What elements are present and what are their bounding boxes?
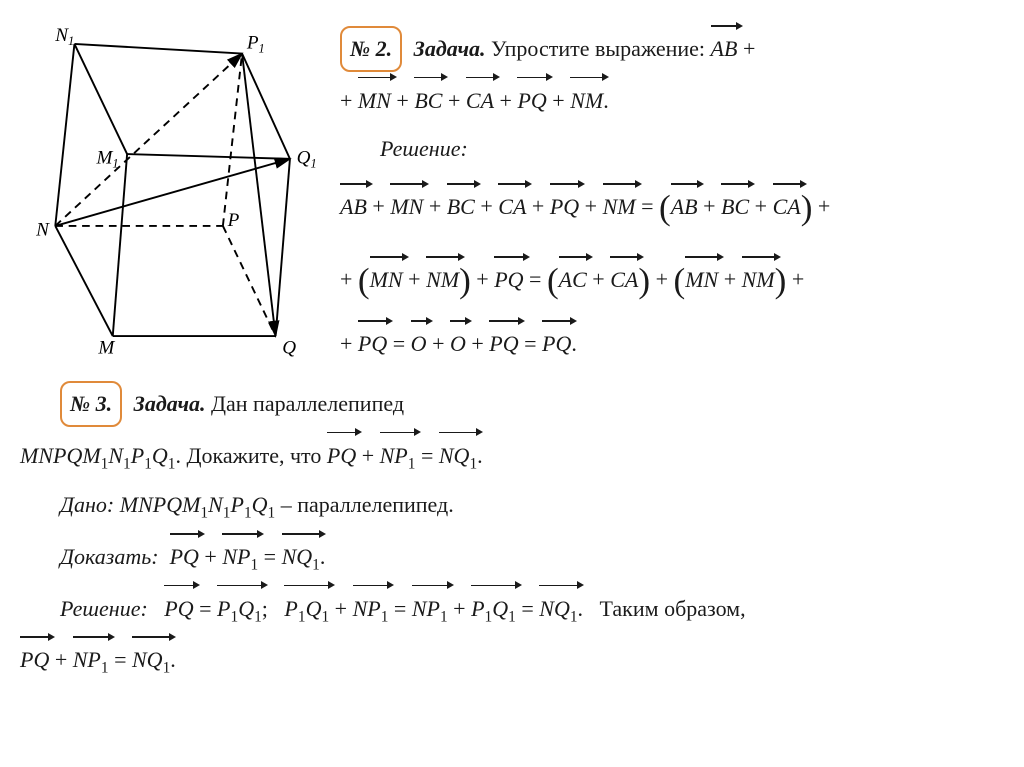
problem-3-label: № 3. [60, 381, 122, 427]
problem-3-body: MNPQM1N1P1Q1. Докажите, что PQ + NP1 = N… [20, 433, 1004, 479]
svg-text:Q: Q [282, 337, 296, 358]
problem-2-text: № 2. Задача. Упростите выражение: AB + +… [330, 20, 1004, 371]
svg-text:P1: P1 [246, 33, 265, 56]
problem-3-solution: Решение: PQ = P1Q1; P1Q1 + NP1 = NP1 + P… [60, 586, 1004, 632]
svg-text:M: M [97, 337, 115, 358]
problem-2-step-2: + (MN + NM) + PQ = (AC + CA) + (MN + NM)… [340, 248, 1004, 315]
problem-3-title: Задача. [134, 391, 206, 416]
problem-3-prompt: Дан параллелепипед [211, 391, 404, 416]
problem-2-prompt-pre: Упростите выражение: [491, 36, 711, 61]
problem-2-step-1: AB + MN + BC + CA + PQ + NM = (AB + BC +… [340, 175, 1004, 242]
parallelepiped-diagram: N1 P1 M1 Q1 N P M Q [20, 20, 330, 360]
svg-text:Q1: Q1 [297, 148, 317, 171]
svg-text:N1: N1 [54, 25, 74, 48]
page-content: N1 P1 M1 Q1 N P M Q № 2. Задача. Упрости… [20, 20, 1004, 683]
svg-text:N: N [35, 219, 50, 240]
problem-3-tail: Таким образом, [600, 596, 746, 621]
problem-3-conclusion: PQ + NP1 = NQ1. [20, 637, 1004, 683]
problem-2-block: N1 P1 M1 Q1 N P M Q № 2. Задача. Упрости… [20, 20, 1004, 371]
svg-text:M1: M1 [95, 148, 118, 171]
prove-label: Доказать: [60, 544, 159, 569]
given-label: Дано: [60, 492, 114, 517]
problem-3-given: Дано: MNPQM1N1P1Q1 – параллелепипед. [60, 484, 1004, 528]
problem-2-step-3: + PQ = O + O + PQ = PQ. [340, 321, 1004, 365]
problem-2-expr-line2: + MN + BC + CA + PQ + NM. [340, 78, 1004, 122]
problem-2-solution-label: Решение: [380, 128, 1004, 170]
problem-3-prove: Доказать: PQ + NP1 = NQ1. [60, 534, 1004, 580]
svg-text:P: P [227, 210, 240, 231]
solution-label-3: Решение: [60, 596, 148, 621]
problem-2-title: Задача. [414, 36, 486, 61]
problem-2-prompt: № 2. Задача. Упростите выражение: AB + [340, 26, 1004, 72]
problem-2-label: № 2. [340, 26, 402, 72]
problem-3-header: № 3. Задача. Дан параллелепипед [60, 381, 1004, 427]
